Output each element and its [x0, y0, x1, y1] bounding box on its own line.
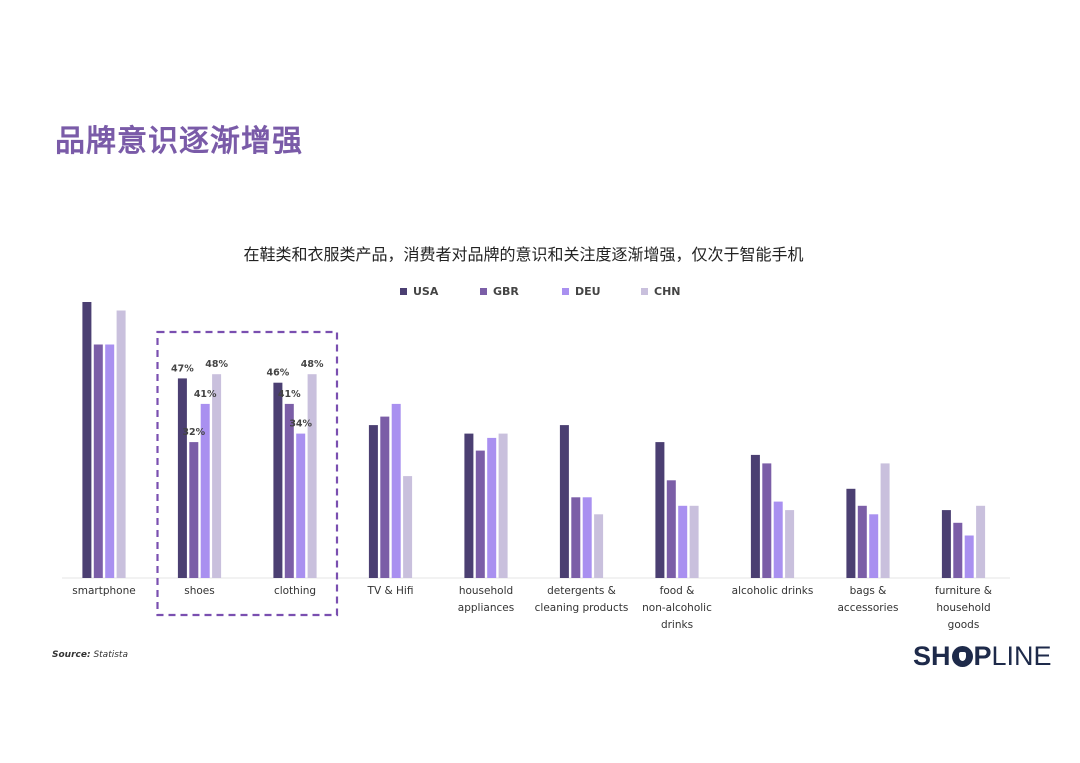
bar-food-non-alcoholic-drinks-gbr — [666, 480, 676, 578]
bar-furniture-household-goods-gbr — [953, 522, 963, 578]
bar-food-non-alcoholic-drinks-usa — [655, 442, 665, 578]
data-label-shoes-deu: 41% — [194, 389, 217, 400]
legend-swatch-deu — [562, 287, 569, 295]
bar-tv-hifi-deu — [391, 403, 401, 578]
source-note: Source: Statista — [52, 650, 128, 660]
bar-furniture-household-goods-usa — [941, 510, 951, 578]
bar-food-non-alcoholic-drinks-chn — [689, 505, 699, 578]
bar-alcoholic-drinks-usa — [750, 454, 760, 578]
legend-label-chn: CHN — [654, 285, 681, 298]
x-tick-label-smartphone: smartphone — [72, 585, 136, 597]
bar-household-appliances-usa — [464, 433, 474, 578]
bar-household-appliances-deu — [487, 437, 497, 578]
bar-alcoholic-drinks-deu — [773, 501, 783, 578]
x-tick-label-alcoholic-drinks: alcoholic drinks — [731, 585, 814, 597]
page-title: 品牌意识逐渐增强 — [55, 124, 303, 159]
legend-item-usa: USA — [400, 285, 438, 298]
bar-detergents-cleaning-products-gbr — [571, 497, 581, 578]
bar-tv-hifi-chn — [403, 476, 413, 578]
bar-detergents-cleaning-products-usa — [559, 425, 569, 578]
bar-clothing-chn — [307, 374, 317, 578]
x-tick-label-bags-accessories: bags & accessories — [837, 585, 899, 614]
legend-label-usa: USA — [413, 285, 439, 298]
bar-smartphone-deu — [105, 344, 115, 578]
logo-text-p: P — [973, 641, 992, 671]
x-tick-label-food-non-alcoholic-drinks: food & non-alcoholic drinks — [642, 585, 712, 631]
legend-item-chn: CHN — [641, 285, 681, 298]
bar-smartphone-usa — [82, 302, 92, 578]
bar-clothing-gbr — [284, 403, 294, 578]
legend-label-deu: DEU — [575, 285, 601, 298]
bar-bags-accessories-deu — [869, 514, 879, 578]
legend-swatch-usa — [400, 287, 407, 295]
x-tick-label-tv-hifi: TV & Hifi — [367, 585, 414, 597]
bar-smartphone-gbr — [93, 344, 103, 578]
x-tick-label-shoes: shoes — [184, 585, 215, 597]
bar-bags-accessories-chn — [880, 463, 890, 578]
logo-text-prefix: SH — [913, 641, 951, 671]
bar-bags-accessories-usa — [846, 488, 856, 578]
highlight-box — [156, 330, 339, 617]
source-label: Source: — [52, 650, 91, 660]
data-label-shoes-chn: 48% — [205, 359, 228, 370]
bar-detergents-cleaning-products-deu — [582, 497, 592, 578]
source-value: Statista — [93, 650, 128, 660]
bar-household-appliances-gbr — [475, 450, 485, 578]
data-label-clothing-deu: 34% — [289, 419, 312, 430]
chart-title: 在鞋类和衣服类产品，消费者对品牌的意识和关注度逐渐增强，仅次于智能手机 — [243, 245, 804, 264]
logo-text-suffix: LINE — [991, 641, 1052, 671]
bar-detergents-cleaning-products-chn — [594, 514, 604, 578]
bar-shoes-usa — [177, 378, 187, 578]
bar-smartphone-chn — [116, 310, 126, 578]
bar-furniture-household-goods-deu — [964, 535, 974, 578]
bar-tv-hifi-gbr — [380, 416, 390, 578]
legend-swatch-gbr — [480, 287, 487, 295]
bar-alcoholic-drinks-gbr — [762, 463, 772, 578]
bar-tv-hifi-usa — [368, 425, 378, 578]
legend-item-deu: DEU — [562, 285, 601, 298]
x-tick-label-furniture-household-goods: furniture & household goods — [935, 585, 992, 631]
legend-item-gbr: GBR — [480, 285, 519, 298]
bar-household-appliances-chn — [498, 433, 508, 578]
bar-bags-accessories-gbr — [857, 505, 867, 578]
bar-clothing-deu — [296, 433, 306, 578]
bar-furniture-household-goods-chn — [976, 505, 986, 578]
x-tick-label-household-appliances: household appliances — [457, 585, 515, 614]
data-label-clothing-gbr: 41% — [278, 389, 301, 400]
shopline-logo: SH PLINE — [913, 641, 1052, 672]
bar-clothing-usa — [273, 382, 283, 578]
legend-swatch-chn — [641, 287, 648, 295]
bar-food-non-alcoholic-drinks-deu — [678, 505, 688, 578]
x-tick-label-detergents-cleaning-products: detergents & cleaning products — [534, 585, 629, 614]
legend-label-gbr: GBR — [493, 285, 519, 298]
data-label-shoes-gbr: 32% — [182, 427, 205, 438]
x-tick-label-clothing: clothing — [273, 585, 317, 597]
logo-o-icon — [951, 646, 973, 667]
data-label-shoes-usa: 47% — [171, 363, 194, 374]
data-label-clothing-usa: 46% — [267, 368, 290, 379]
bar-shoes-deu — [200, 403, 210, 578]
bar-shoes-chn — [212, 374, 222, 578]
bar-alcoholic-drinks-chn — [785, 510, 795, 578]
data-label-clothing-chn: 48% — [301, 359, 324, 370]
bar-shoes-gbr — [189, 442, 199, 578]
